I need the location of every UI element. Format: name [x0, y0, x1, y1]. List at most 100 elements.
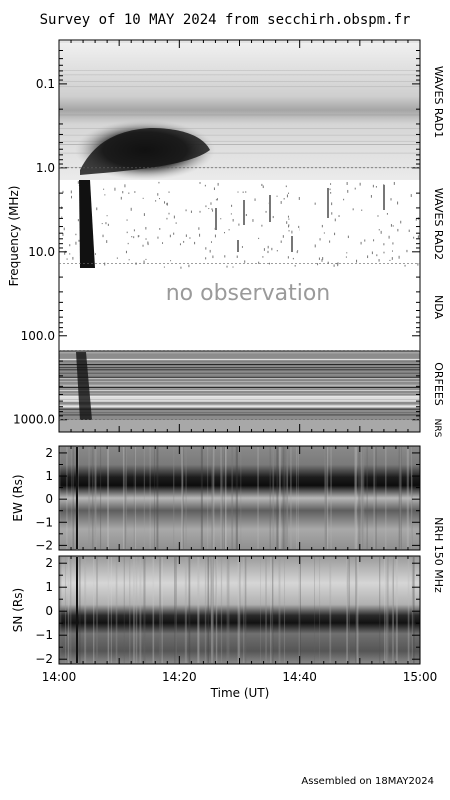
nrh-streak — [385, 447, 387, 549]
rad2-speck — [261, 224, 263, 227]
nrh-streak — [198, 557, 200, 663]
burst-core — [80, 128, 210, 175]
nrh-streak — [406, 447, 409, 549]
rad2-speck — [238, 223, 240, 226]
rad2-speck — [287, 215, 289, 218]
nrh-streak — [175, 557, 177, 663]
rad2-speck — [288, 224, 290, 227]
rad2-speck — [116, 257, 118, 259]
rad2-speck — [370, 195, 372, 198]
nrh-streak — [72, 447, 74, 549]
spectrum-y-tick-label: 1.0 — [36, 161, 55, 175]
rad2-speck — [166, 202, 168, 206]
rad2-speck — [346, 252, 348, 254]
nrh-streak — [270, 557, 272, 663]
rad2-speck — [164, 201, 166, 204]
rad2-speck — [205, 205, 207, 208]
nrh-streak — [107, 447, 110, 549]
rad2-speck — [282, 235, 284, 238]
rad2-band — [59, 180, 420, 268]
nrh-streak — [173, 447, 175, 549]
rad2-speck — [292, 257, 294, 260]
rad2-speck — [231, 204, 233, 207]
band-label-rad2: WAVES RAD2 — [432, 188, 445, 260]
rad2-speck — [66, 258, 68, 260]
nrh-streak — [122, 447, 125, 549]
nrh-streak — [385, 557, 388, 663]
rad2-speck — [285, 185, 287, 188]
spectrum-y-label: Frequency (MHz) — [7, 186, 21, 287]
nrh-streak — [100, 447, 102, 549]
nrh-streak — [143, 557, 146, 663]
rad2-speck — [354, 187, 356, 190]
nrh-streak — [210, 557, 212, 663]
rad2-speck — [415, 218, 417, 221]
nrh-streak — [354, 447, 357, 549]
nrh-streak — [239, 557, 241, 663]
rad2-speck — [133, 229, 135, 232]
rad2-speck — [390, 224, 392, 227]
rad2-speck — [331, 212, 333, 215]
rad2-speck — [215, 199, 217, 201]
rad2-speck — [314, 244, 316, 248]
rad2-speck — [210, 241, 212, 243]
rad2-speck — [347, 235, 349, 239]
nrh-streak — [379, 557, 381, 663]
nrh-streak — [156, 447, 159, 549]
rad2-speck — [106, 215, 108, 217]
nrh-streak — [257, 447, 259, 549]
rad2-speck — [124, 184, 126, 188]
nrh-streak — [330, 447, 332, 549]
rad2-speck — [198, 227, 200, 230]
nrh-streak — [91, 447, 94, 549]
rad2-specks — [61, 181, 421, 269]
rad2-speck — [128, 259, 130, 261]
rad2-speck — [331, 202, 333, 206]
rad2-speck — [404, 264, 406, 267]
nrh-streak — [123, 557, 125, 663]
rad2-speck — [288, 230, 290, 232]
rad2-speck — [194, 241, 196, 245]
nrh-streak — [243, 557, 245, 663]
nrh-streak — [297, 447, 299, 549]
rad2-speck — [185, 234, 187, 237]
rad2-speck — [142, 197, 144, 199]
nrh-streak — [212, 447, 215, 549]
nrh-streak — [272, 447, 275, 549]
rad2-speck — [122, 191, 124, 194]
rad2-speck — [78, 239, 80, 242]
rad2-speck — [261, 183, 263, 187]
rad2-speck — [104, 262, 106, 266]
nrh-streak — [359, 447, 361, 549]
nrh-streak — [152, 557, 155, 663]
nrh-streak — [107, 557, 110, 663]
nrh-streak — [221, 447, 224, 549]
rad2-speck — [61, 216, 63, 218]
nrh-burst-streak — [76, 447, 78, 549]
rad2-speck — [101, 223, 103, 225]
rad2-speck — [410, 194, 412, 197]
rad2-speck — [126, 231, 128, 234]
rad2-speck — [159, 228, 161, 230]
orfees-striations — [59, 350, 420, 420]
nrh-streak — [360, 447, 362, 549]
nrh-streak — [299, 557, 301, 663]
rad2-speck — [298, 225, 300, 228]
nrh-streak — [133, 447, 135, 549]
nrh-streak — [269, 447, 271, 549]
nrh-streak — [182, 447, 184, 549]
assembled-note: Assembled on 18MAY2024 — [301, 776, 434, 787]
time-tick-label: 14:20 — [162, 670, 197, 684]
nrh-streak — [373, 447, 376, 549]
nrh-streak — [212, 557, 214, 663]
nrh-streak — [66, 447, 68, 549]
rad2-speck — [245, 214, 247, 217]
nrh-streak — [355, 447, 358, 549]
rad2-speck — [280, 240, 282, 243]
rad2-speck — [210, 202, 212, 205]
no-observation-label: no observation — [166, 281, 331, 306]
nrh-y-tick-label: −1 — [35, 628, 53, 642]
spectrum-y-ticks: 0.1 1.0 10.0 100.0 1000.0 — [13, 39, 420, 427]
rad2-speck — [386, 213, 388, 215]
